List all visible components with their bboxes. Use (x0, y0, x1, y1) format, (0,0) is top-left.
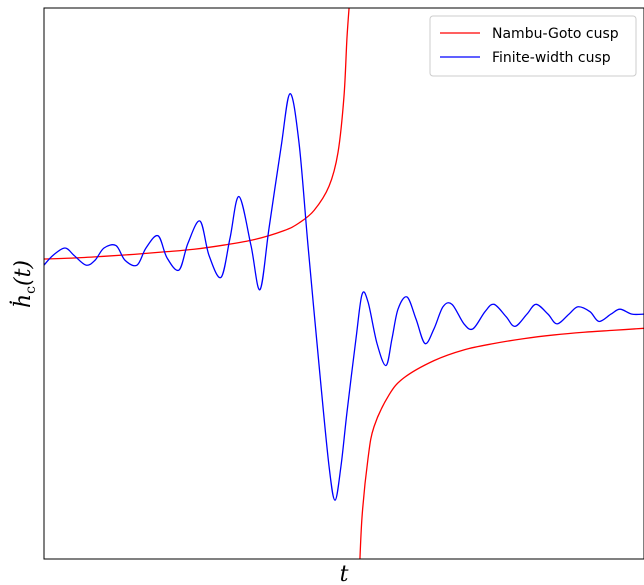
y-axis-label-sub: c (23, 286, 39, 294)
x-axis-label: t (340, 562, 349, 585)
legend: Nambu-Goto cusp Finite-width cusp (429, 15, 637, 77)
y-axis-label: ḣc(t) (9, 260, 39, 308)
series-line-nambu-goto-cusp-segment-1 (44, 8, 350, 260)
y-axis-label-base: ḣ (9, 294, 36, 308)
plot-frame (43, 7, 644, 560)
y-axis-label-rest: (t) (11, 260, 36, 286)
legend-label-finite-width-cusp: Finite-width cusp (492, 50, 611, 66)
legend-label-nambu-goto-cusp: Nambu-Goto cusp (492, 26, 619, 42)
series-layer (44, 8, 644, 559)
series-line-nambu-goto-cusp-segment-2 (359, 327, 644, 559)
legend-box (429, 15, 637, 77)
series-line-finite-width-cusp-segment-1 (44, 93, 644, 501)
